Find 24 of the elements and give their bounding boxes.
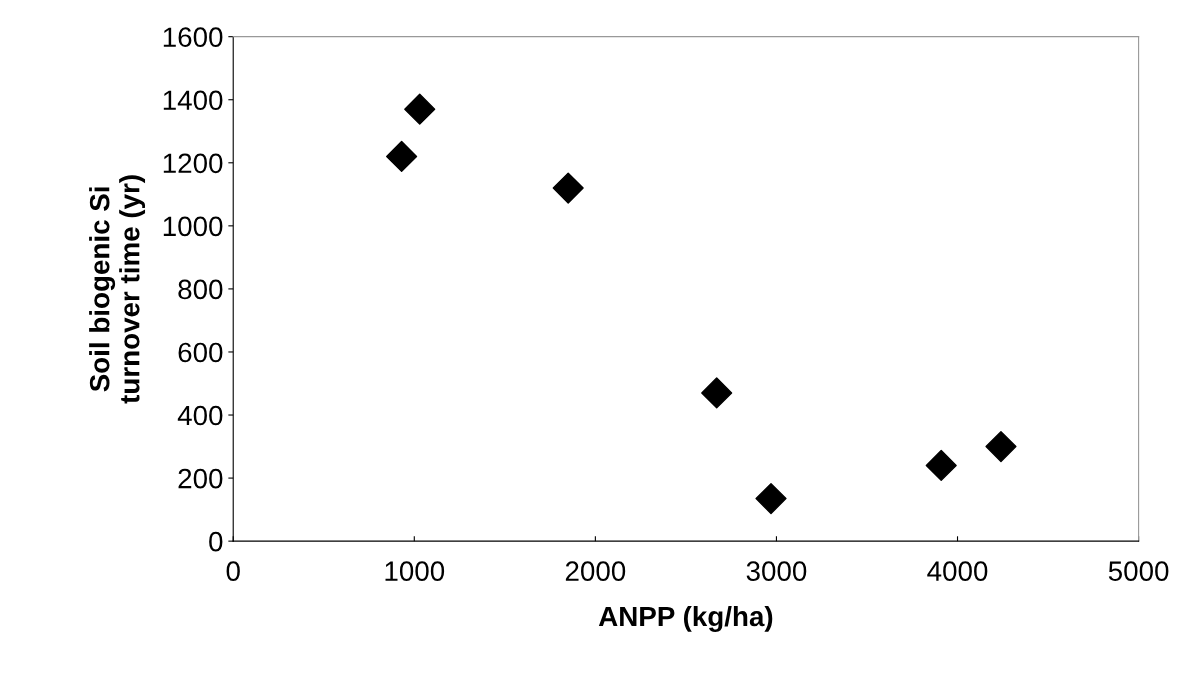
y-tick-label: 1600 <box>163 27 223 48</box>
point <box>985 430 1017 463</box>
point <box>404 93 436 125</box>
y-tick-label: 200 <box>178 468 223 489</box>
point <box>925 449 957 482</box>
y-tick-label: 800 <box>178 279 223 300</box>
point <box>386 140 418 173</box>
point <box>701 377 733 409</box>
x-tick-label: 0 <box>226 561 240 581</box>
y-tick-label: 400 <box>177 405 223 426</box>
y-axis-title: Soil biogenic Si turnover time (yr) <box>89 175 146 404</box>
x-tick-label: 1000 <box>385 561 445 581</box>
x-tick-label: 2000 <box>565 561 626 581</box>
y-tick-label: 1400 <box>163 90 223 111</box>
point <box>552 172 584 204</box>
y-tick-label: 0 <box>209 531 223 552</box>
x-tick-label: 4000 <box>927 561 988 581</box>
y-tick-label: 1200 <box>163 153 223 174</box>
y-tick-label: 1000 <box>163 216 223 237</box>
point <box>755 482 787 515</box>
x-tick-label: 5000 <box>1108 561 1169 581</box>
y-tick-label: 600 <box>178 342 223 363</box>
x-tick-label: 3000 <box>746 561 807 581</box>
x-axis-title: ANPP (kg/ha) <box>598 605 773 632</box>
